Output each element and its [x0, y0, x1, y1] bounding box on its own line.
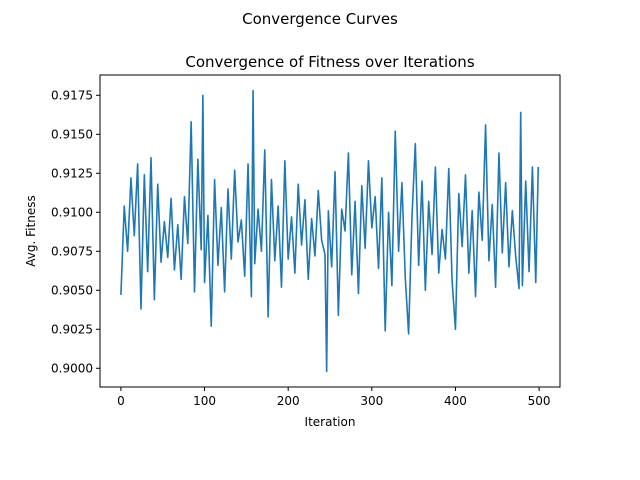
- figure-suptitle: Convergence Curves: [242, 10, 398, 28]
- x-tick-label: 0: [117, 394, 125, 408]
- y-tick-label: 0.9100: [51, 205, 93, 219]
- y-tick-label: 0.9050: [51, 283, 93, 297]
- y-axis-ticks: 0.9000 0.9025 0.9050 0.9075 0.9100 0.9125 0.91…: [51, 88, 100, 375]
- series-line-avg-fitness: [120, 89, 540, 373]
- y-tick-label: 0.9025: [51, 322, 93, 336]
- y-tick-label: 0.9075: [51, 244, 93, 258]
- x-tick-label: 300: [360, 394, 383, 408]
- plot-area-frame: [99, 74, 561, 388]
- x-tick-label: 400: [444, 394, 467, 408]
- x-axis-label: Iteration: [305, 415, 356, 429]
- y-tick-label: 0.9125: [51, 166, 93, 180]
- x-tick-label: 200: [277, 394, 300, 408]
- y-tick-label: 0.9150: [51, 127, 93, 141]
- y-axis-label: Avg. Fitness: [24, 195, 38, 266]
- chart-title: Convergence of Fitness over Iterations: [185, 53, 474, 71]
- y-tick-label: 0.9175: [51, 88, 93, 102]
- y-tick-label: 0.9000: [51, 361, 93, 375]
- x-tick-label: 500: [528, 394, 551, 408]
- x-tick-label: 100: [193, 394, 216, 408]
- x-axis-ticks: 0 100 200 300 400 500: [117, 387, 551, 408]
